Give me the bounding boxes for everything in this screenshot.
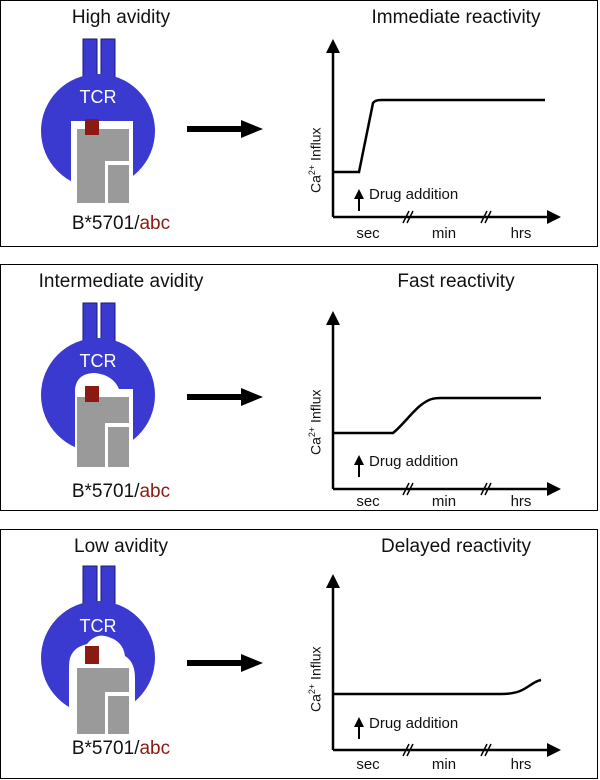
hla-b5701-icon [71,121,133,209]
x-tick-hrs: hrs [510,756,532,773]
abacavir-drug-icon [85,386,99,402]
x-tick-min: min [431,493,457,510]
panel-intermediate-avidity: Intermediate avidity Fast reactivity [0,264,598,511]
allele-label: B*5701/abc [21,213,221,235]
reactivity-title: Immediate reactivity [371,7,541,28]
avidity-title: Low avidity [74,536,168,557]
avidity-title: High avidity [71,7,171,28]
drug-addition-arrow-icon [354,717,364,739]
drug-addition-label: Drug addition [369,453,459,470]
right-arrow-icon [187,120,263,138]
ca-influx-curve [333,396,541,435]
y-axis-label: Ca2+ Influx [307,127,324,193]
panel-low-avidity: Low avidity Delayed reactivity [0,529,598,779]
avidity-title: Intermediate avidity [38,271,204,292]
reactivity-title: Fast reactivity [397,271,515,292]
tcr-label: TCR [79,87,117,107]
chart-axes [326,574,561,757]
allele-label: B*5701/abc [21,738,221,760]
abacavir-drug-icon [85,646,99,664]
reactivity-title: Delayed reactivity [381,536,531,557]
allele-prefix: B*5701/ [71,481,140,502]
drug-addition-arrow-icon [354,455,364,477]
axis-break-marks [402,482,492,496]
allele-prefix: B*5701/ [71,738,140,759]
axis-break-marks [402,743,492,757]
x-tick-min: min [431,225,457,242]
abacavir-drug-icon [85,119,99,135]
x-tick-hrs: hrs [510,493,532,510]
panel-graphics [41,302,561,496]
allele-drug: abc [139,213,171,234]
right-arrow-icon [187,654,263,672]
x-tick-hrs: hrs [510,225,532,242]
panel-graphics [41,565,561,757]
allele-label: B*5701/abc [21,481,221,503]
panel-high-avidity: High avidity Immediate reactivity [0,0,598,247]
y-axis-label: Ca2+ Influx [307,646,324,712]
x-tick-min: min [431,756,457,773]
right-arrow-icon [187,388,263,406]
allele-prefix: B*5701/ [71,213,140,234]
x-tick-sec: sec [356,493,380,510]
x-tick-sec: sec [356,756,380,773]
ca-influx-curve [333,98,545,174]
tcr-label: TCR [79,351,117,371]
drug-addition-arrow-icon [354,189,364,211]
chart-axes [326,39,561,224]
panel-graphics [41,38,561,224]
allele-drug: abc [139,738,171,759]
ca-influx-curve [333,678,542,696]
drug-addition-label: Drug addition [369,715,459,732]
y-axis-label: Ca2+ Influx [307,389,324,455]
tcr-label: TCR [79,616,117,636]
allele-drug: abc [139,481,171,502]
x-tick-sec: sec [356,225,380,242]
drug-addition-label: Drug addition [369,186,459,203]
chart-axes [326,311,561,496]
axis-break-marks [402,210,492,224]
